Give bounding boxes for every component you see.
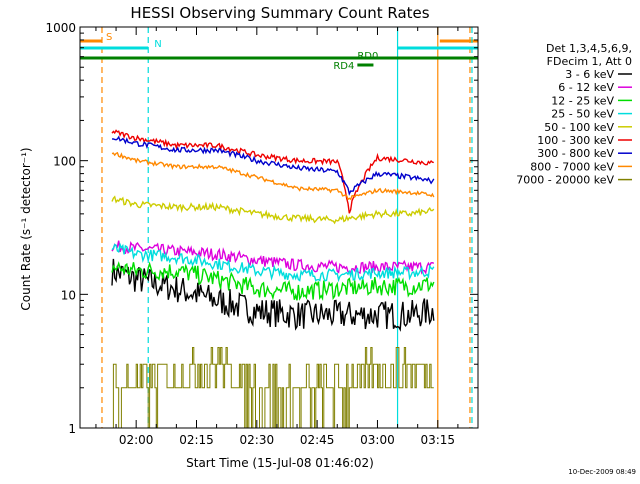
y-tick-label: 100 <box>53 155 76 169</box>
y-tick-label: 1 <box>68 422 76 436</box>
chart-title: HESSI Observing Summary Count Rates <box>130 4 429 22</box>
series-line-6 <box>111 135 435 196</box>
legend-header-line: FDecim 1, Att 0 <box>547 55 632 68</box>
flag-label-rd0: RD0 <box>357 51 378 62</box>
flag-label-rd4: RD4 <box>333 61 354 72</box>
timestamp: 10-Dec-2009 08:49 <box>568 468 636 476</box>
x-tick-label: 02:00 <box>119 433 154 447</box>
legend-label-4: 50 - 100 keV <box>544 121 614 134</box>
legend-label-8: 7000 - 20000 keV <box>516 174 614 187</box>
legend-label-3: 25 - 50 keV <box>551 108 614 121</box>
legend-label-7: 800 - 7000 keV <box>530 160 614 173</box>
legend-header-line: Det 1,3,4,5,6,9, <box>546 42 632 55</box>
x-tick-label: 02:45 <box>300 433 335 447</box>
y-axis-label: Count Rate (s⁻¹ detector⁻¹) <box>19 147 33 310</box>
x-axis-label: Start Time (15-Jul-08 01:46:02) <box>186 456 374 470</box>
x-tick-label: 03:00 <box>360 433 395 447</box>
series-line-2 <box>111 261 435 301</box>
series-line-3 <box>111 242 435 283</box>
y-tick-label: 1000 <box>45 21 76 35</box>
legend-label-1: 6 - 12 keV <box>558 81 614 94</box>
y-tick-label: 10 <box>61 288 76 302</box>
legend-label-0: 3 - 6 keV <box>565 68 614 81</box>
series-layer <box>111 129 435 429</box>
flag-label-n: N <box>154 39 161 50</box>
legend-label-2: 12 - 25 keV <box>551 94 614 107</box>
plot-frame <box>79 26 479 429</box>
series-line-4 <box>111 195 435 225</box>
axes-layer: 1 10 100 1000 02:00 02:15 02:30 02:45 03:00 03:15 <box>45 21 479 447</box>
series-line-5 <box>111 129 434 214</box>
legend-label-6: 300 - 800 keV <box>537 147 614 160</box>
flag-label-s: S <box>106 32 112 43</box>
x-tick-label: 02:30 <box>240 433 275 447</box>
x-tick-label: 03:15 <box>420 433 455 447</box>
series-line-7 <box>111 151 435 201</box>
legend: Det 1,3,4,5,6,9,FDecim 1, Att 03 - 6 keV… <box>516 42 632 187</box>
legend-label-5: 100 - 300 keV <box>537 134 614 147</box>
series-line-0 <box>111 258 435 332</box>
x-tick-label: 02:15 <box>179 433 214 447</box>
